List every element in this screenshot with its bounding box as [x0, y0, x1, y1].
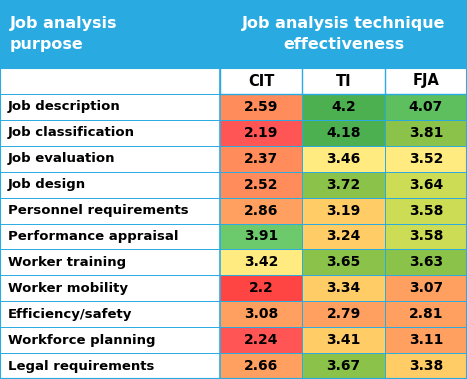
Text: 2.19: 2.19 [244, 126, 278, 140]
Bar [302, 249, 385, 276]
Bar [220, 146, 302, 172]
Text: 3.38: 3.38 [409, 359, 443, 373]
Text: 4.18: 4.18 [326, 126, 361, 140]
Bar [302, 327, 385, 353]
Text: Performance appraisal: Performance appraisal [8, 230, 178, 243]
Bar [385, 327, 467, 353]
Text: 2.2: 2.2 [249, 281, 274, 295]
Bar [220, 94, 302, 120]
Text: 3.81: 3.81 [409, 126, 443, 140]
Text: Job analysis
purpose: Job analysis purpose [10, 16, 118, 52]
Bar [385, 172, 467, 197]
Text: Job design: Job design [8, 178, 86, 191]
Text: 3.42: 3.42 [244, 255, 278, 269]
Bar [302, 276, 385, 301]
Text: TI: TI [336, 74, 351, 89]
Bar [220, 249, 302, 276]
Text: 4.2: 4.2 [331, 100, 356, 114]
Text: 3.64: 3.64 [409, 178, 443, 192]
Text: 2.52: 2.52 [244, 178, 278, 192]
Bar [220, 276, 302, 301]
Bar [220, 353, 302, 379]
Bar [302, 197, 385, 224]
Text: 2.81: 2.81 [409, 307, 443, 321]
Bar [302, 172, 385, 197]
Text: 3.08: 3.08 [244, 307, 278, 321]
Text: 3.11: 3.11 [409, 333, 443, 347]
Bar [385, 276, 467, 301]
Bar [385, 249, 467, 276]
Text: Efficiency/safety: Efficiency/safety [8, 308, 132, 321]
Bar [302, 94, 385, 120]
Text: 3.65: 3.65 [326, 255, 361, 269]
Bar [302, 120, 385, 146]
Bar [220, 68, 302, 94]
Bar [302, 146, 385, 172]
Bar [220, 224, 302, 249]
Text: 3.52: 3.52 [409, 152, 443, 166]
Bar [0, 197, 220, 224]
Bar [0, 224, 220, 249]
Bar [385, 224, 467, 249]
Text: 2.37: 2.37 [244, 152, 278, 166]
Text: 3.41: 3.41 [326, 333, 361, 347]
Bar [0, 172, 220, 197]
Bar [0, 327, 220, 353]
Text: Worker mobility: Worker mobility [8, 282, 128, 295]
Bar [385, 146, 467, 172]
Text: 2.24: 2.24 [244, 333, 278, 347]
Text: 3.67: 3.67 [326, 359, 361, 373]
Bar [220, 172, 302, 197]
Bar [0, 120, 220, 146]
Bar [220, 197, 302, 224]
Text: 2.79: 2.79 [326, 307, 361, 321]
Text: Job evaluation: Job evaluation [8, 152, 115, 165]
Bar [302, 353, 385, 379]
Bar [385, 197, 467, 224]
Bar [220, 327, 302, 353]
Bar [0, 301, 220, 327]
Text: Job analysis technique
effectiveness: Job analysis technique effectiveness [242, 16, 445, 52]
Text: 3.07: 3.07 [409, 281, 443, 295]
Text: FJA: FJA [412, 74, 439, 89]
Bar [385, 120, 467, 146]
Bar [385, 68, 467, 94]
Bar [0, 94, 220, 120]
Bar [302, 301, 385, 327]
Text: 3.72: 3.72 [326, 178, 361, 192]
Bar [220, 120, 302, 146]
Bar [220, 301, 302, 327]
Text: 4.07: 4.07 [409, 100, 443, 114]
Bar [0, 249, 220, 276]
Bar [220, 0, 467, 68]
Text: Personnel requirements: Personnel requirements [8, 204, 189, 217]
Bar [302, 68, 385, 94]
Bar [0, 353, 220, 379]
Text: 3.34: 3.34 [326, 281, 361, 295]
Text: Legal requirements: Legal requirements [8, 360, 155, 373]
Text: Worker training: Worker training [8, 256, 126, 269]
Text: 3.46: 3.46 [326, 152, 361, 166]
Text: 3.24: 3.24 [326, 230, 361, 243]
Bar [385, 94, 467, 120]
Bar [0, 276, 220, 301]
Text: 3.58: 3.58 [409, 230, 443, 243]
Text: 3.19: 3.19 [326, 204, 361, 218]
Bar [0, 146, 220, 172]
Text: 2.59: 2.59 [244, 100, 278, 114]
Text: 3.91: 3.91 [244, 230, 278, 243]
Text: Job classification: Job classification [8, 126, 135, 139]
Text: 2.86: 2.86 [244, 204, 278, 218]
Bar [302, 224, 385, 249]
Text: 2.66: 2.66 [244, 359, 278, 373]
Text: Workforce planning: Workforce planning [8, 334, 156, 347]
Text: Job description: Job description [8, 100, 121, 113]
Bar [0, 68, 220, 94]
Text: 3.63: 3.63 [409, 255, 443, 269]
Text: CIT: CIT [248, 74, 274, 89]
Bar [385, 353, 467, 379]
Bar [0, 0, 220, 68]
Bar [385, 301, 467, 327]
Text: 3.58: 3.58 [409, 204, 443, 218]
